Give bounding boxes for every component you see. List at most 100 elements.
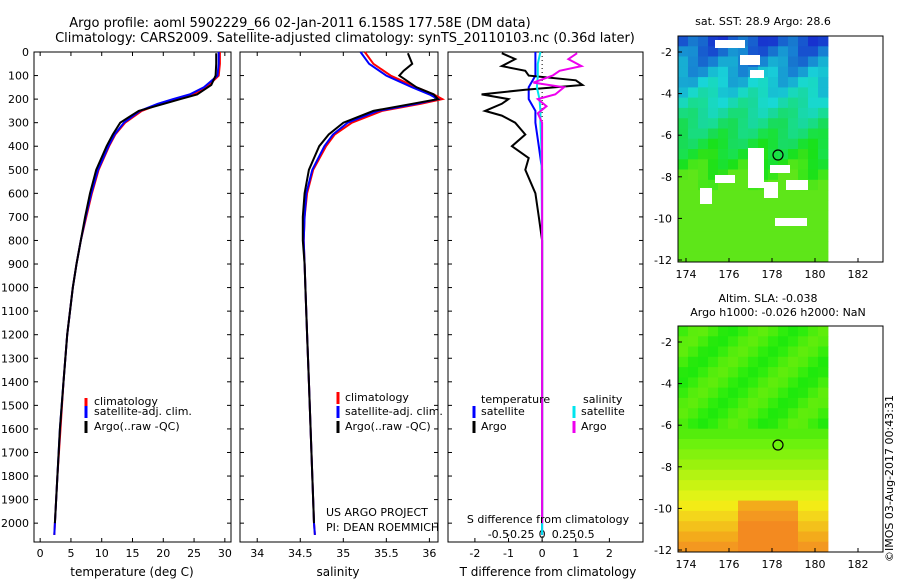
map-cell: [698, 87, 709, 99]
map-cell: [788, 210, 799, 222]
map-cell: [688, 356, 699, 368]
map-cell: [788, 439, 799, 450]
x-tick-label: 174: [676, 268, 697, 281]
map-cell: [758, 521, 769, 532]
map-cell: [708, 220, 719, 232]
map-cell: [728, 251, 739, 263]
map-cell: [728, 97, 739, 109]
map-cell: [688, 346, 699, 358]
map-cell: [688, 46, 699, 57]
map-cell: [738, 510, 749, 522]
map-cell: [748, 87, 759, 99]
y-tick-label: 1000: [1, 282, 29, 295]
map-cell: [738, 408, 749, 419]
map-cell: [758, 356, 769, 368]
map-cell: [808, 449, 819, 460]
map-cell: [758, 190, 769, 201]
map-cell: [718, 326, 729, 337]
map-cell: [708, 346, 719, 358]
salinity-axes: [239, 51, 439, 543]
map-cell: [718, 397, 729, 409]
salinity-legend: climatology satellite-adj. clim. Argo(..…: [336, 391, 443, 433]
map-cell: [698, 377, 709, 389]
map-cell: [688, 397, 699, 409]
map-cell: [708, 367, 719, 378]
y-tick-label: 500: [8, 164, 29, 177]
map-cell: [788, 377, 799, 389]
map-cell: [688, 367, 699, 378]
map-cell: [748, 118, 759, 129]
map-cell: [708, 439, 719, 450]
map-cell: [748, 326, 759, 337]
map-cell: [758, 56, 769, 68]
map-cell: [718, 190, 729, 201]
map-cell: [758, 346, 769, 358]
map-cell: [758, 231, 769, 242]
map-cell: [818, 336, 829, 347]
map-cell: [808, 326, 819, 337]
map-cell: [748, 210, 759, 222]
x-tick-label: -1: [503, 547, 514, 560]
s-tick-label: -0.5: [488, 528, 509, 541]
map-cell: [758, 46, 769, 57]
map-cell: [808, 367, 819, 378]
map-cell: [738, 97, 749, 109]
map-cell: [708, 387, 719, 399]
map-cell: [798, 346, 809, 358]
map-cell: [718, 356, 729, 368]
x-tick-label: 174: [676, 558, 697, 571]
map-cell: [758, 367, 769, 378]
map-cell: [698, 367, 709, 378]
map-cell: [758, 510, 769, 522]
y-tick-label: 0: [22, 46, 29, 59]
land-mask: [715, 175, 735, 183]
map-cell: [768, 356, 779, 368]
map-cell: [798, 377, 809, 389]
map-cell: [738, 541, 749, 553]
map-cell: [788, 241, 799, 253]
map-cell: [818, 490, 829, 502]
map-cell: [808, 97, 819, 109]
map-cell: [798, 397, 809, 409]
map-cell: [748, 138, 759, 150]
map-cell: [788, 356, 799, 368]
map-cell: [798, 500, 809, 512]
map-cell: [678, 541, 689, 553]
map-cell: [768, 251, 779, 263]
map-cell: [728, 128, 739, 140]
legend-label-climatology: climatology: [345, 391, 409, 404]
map-cell: [798, 118, 809, 129]
map-cell: [808, 169, 819, 181]
map-cell: [678, 56, 689, 68]
map-cell: [788, 97, 799, 109]
map-cell: [758, 418, 769, 430]
map-cell: [718, 480, 729, 491]
map-cell: [708, 397, 719, 409]
map-cell: [808, 490, 819, 502]
map-cell: [788, 408, 799, 419]
map-cell: [698, 408, 709, 419]
map-cell: [798, 128, 809, 140]
map-cell: [728, 490, 739, 502]
map-cell: [788, 77, 799, 88]
map-cell: [788, 149, 799, 160]
map-cell: [728, 387, 739, 399]
map-cell: [738, 500, 749, 512]
map-cell: [808, 66, 819, 78]
legend-label-satellite: satellite-adj. clim.: [94, 405, 192, 418]
map-cell: [738, 397, 749, 409]
legend-label-t-argo: Argo: [481, 420, 507, 433]
map-cell: [708, 107, 719, 119]
map-cell: [698, 510, 709, 522]
map-cell: [798, 459, 809, 471]
map-cell: [818, 326, 829, 337]
map-cell: [798, 190, 809, 201]
map-cell: [688, 521, 699, 532]
map-cell: [788, 87, 799, 99]
map-cell: [808, 231, 819, 242]
map-cell: [728, 377, 739, 389]
map-cell: [798, 480, 809, 491]
land-mask: [770, 165, 790, 173]
map-cell: [748, 541, 759, 553]
map-cell: [678, 449, 689, 460]
